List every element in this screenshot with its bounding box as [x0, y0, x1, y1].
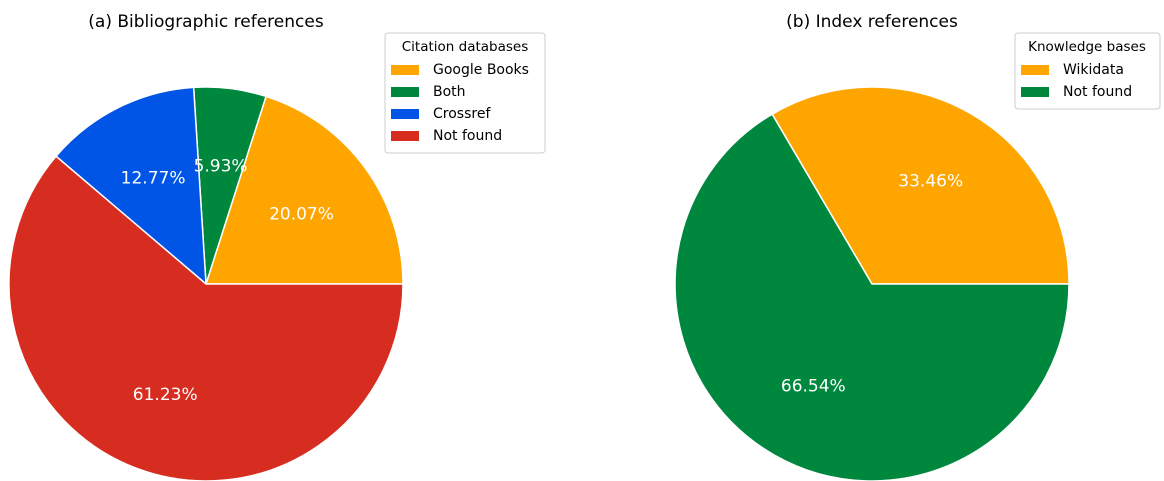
legend: Knowledge bases Wikidata Not found [1014, 32, 1161, 110]
chart-title: (a) Bibliographic references [88, 12, 324, 32]
legend-items: Google Books Both Crossref Not found [391, 62, 529, 144]
pie-percent-label: 20.07% [269, 204, 334, 224]
legend-item-not-found: Not found [1021, 84, 1132, 100]
legend: Citation databases Google Books Both Cross… [384, 32, 546, 154]
legend-item-crossref: Crossref [391, 106, 491, 122]
pie-percent-label: 66.54% [781, 377, 846, 397]
legend-label: Crossref [433, 106, 491, 122]
legend-label: Not found [433, 128, 502, 144]
legend-swatch [1021, 87, 1049, 97]
legend-label: Not found [1063, 84, 1132, 100]
pie-slice-not-found [8, 155, 404, 481]
pie-slices [674, 86, 1070, 481]
legend-swatch [391, 131, 419, 141]
legend-item-wikidata: Wikidata [1021, 62, 1124, 78]
legend-label: Wikidata [1063, 62, 1124, 78]
pie-percent-label: 5.93% [194, 157, 248, 177]
pie-slice-crossref [55, 86, 207, 285]
pie-slice-not-found [674, 113, 1070, 481]
legend-swatch [1021, 65, 1049, 75]
legend-label: Google Books [433, 62, 529, 78]
pie-chart-bibliographic: (a) Bibliographic references 20.07% 5.93%… [8, 12, 546, 481]
chart-title: (b) Index references [786, 12, 958, 32]
legend-title: Citation databases [402, 39, 529, 55]
legend-label: Both [433, 84, 466, 100]
legend-swatch [391, 87, 419, 97]
pie-slice-google-books [205, 95, 404, 285]
pie-percent-label: 12.77% [121, 168, 186, 188]
legend-frame [1014, 32, 1161, 110]
legend-swatch [391, 65, 419, 75]
legend-item-google-books: Google Books [391, 62, 529, 78]
legend-title: Knowledge bases [1028, 39, 1146, 55]
pie-percent-labels: 20.07% 5.93% 12.77% 61.23% [121, 157, 334, 405]
pie-percent-label: 33.46% [898, 171, 963, 191]
legend-item-not-found: Not found [391, 128, 502, 144]
legend-frame [384, 32, 546, 154]
pie-slice-wikidata [771, 86, 1070, 285]
pie-percent-labels: 33.46% 66.54% [781, 171, 963, 396]
pie-chart-index: (b) Index references 33.46% 66.54% Knowle… [674, 12, 1161, 481]
pie-percent-label: 61.23% [133, 385, 198, 405]
legend-item-both: Both [391, 84, 466, 100]
legend-swatch [391, 109, 419, 119]
pie-slices [8, 86, 404, 481]
legend-items: Wikidata Not found [1021, 62, 1132, 100]
